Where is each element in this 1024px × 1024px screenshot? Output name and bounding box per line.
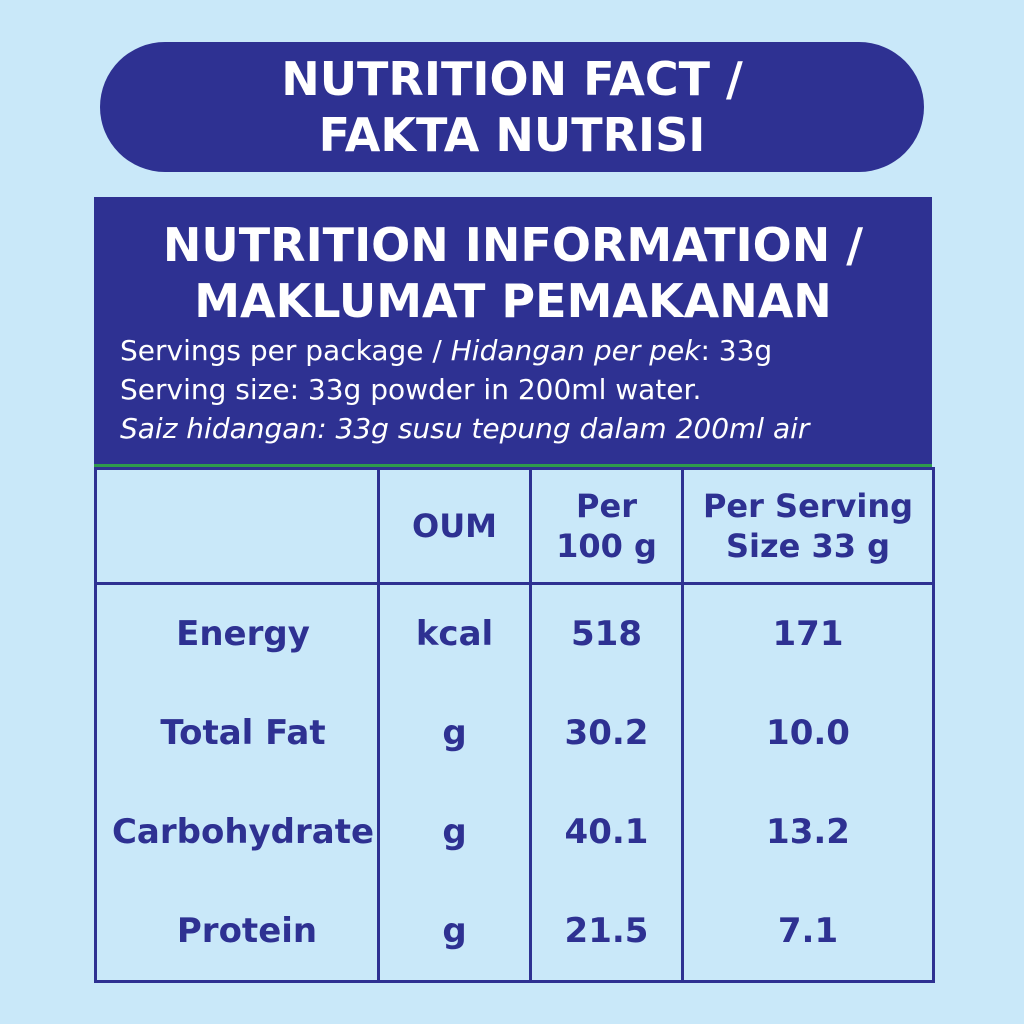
servings-prefix: Servings per package / <box>120 334 451 367</box>
servings-per-package: Servings per package / Hidangan per pek:… <box>120 331 932 370</box>
nutrition-table: OUM Per 100 g Per Serving Size 33 g Ener… <box>94 466 935 984</box>
serving-info: Servings per package / Hidangan per pek:… <box>94 329 932 448</box>
nutrition-info-panel: NUTRITION INFORMATION / MAKLUMAT PEMAKAN… <box>94 197 932 467</box>
nutrient-per-100g: 30.2 <box>529 683 684 783</box>
serving-size: Serving size: 33g powder in 200ml water. <box>120 373 702 406</box>
header-per-100g-line2: 100 g <box>556 527 657 565</box>
table-row: Carbohydrate g 40.1 13.2 <box>94 782 935 882</box>
header-name-cell <box>94 466 380 586</box>
header-title-line1: NUTRITION FACT / <box>281 52 743 106</box>
header-per-100g-line1: Per <box>576 487 637 525</box>
header-per-serving-line1: Per Serving <box>702 487 914 525</box>
panel-title: NUTRITION INFORMATION / MAKLUMAT PEMAKAN… <box>94 197 932 329</box>
nutrient-unit: g <box>377 881 532 984</box>
nutrient-unit: g <box>377 782 532 882</box>
header-per-100g: Per 100 g <box>529 466 684 586</box>
header-banner: NUTRITION FACT / FAKTA NUTRISI <box>100 42 924 172</box>
header-per-serving: Per Serving Size 33 g <box>681 466 935 586</box>
nutrient-per-100g: 518 <box>529 582 684 684</box>
header-title-line2: FAKTA NUTRISI <box>318 108 706 162</box>
table-row: Protein g 21.5 7.1 <box>94 881 935 984</box>
nutrient-per-serving: 13.2 <box>681 782 935 882</box>
nutrient-per-serving: 10.0 <box>681 683 935 783</box>
panel-title-line1: NUTRITION INFORMATION / <box>162 218 864 272</box>
nutrient-name: Carbohydrate <box>94 782 380 882</box>
nutrient-per-serving: 7.1 <box>681 881 935 984</box>
nutrient-per-100g: 40.1 <box>529 782 684 882</box>
header-per-serving-line2: Size 33 g <box>725 527 891 565</box>
nutrient-name: Protein <box>94 881 380 984</box>
panel-title-line2: MAKLUMAT PEMAKANAN <box>194 274 832 328</box>
servings-italic: Hidangan per pek <box>450 334 701 367</box>
nutrient-per-100g: 21.5 <box>529 881 684 984</box>
nutrient-per-serving: 171 <box>681 582 935 684</box>
nutrient-name: Energy <box>94 582 380 684</box>
table-row: Energy kcal 518 171 <box>94 582 935 684</box>
nutrient-unit: g <box>377 683 532 783</box>
table-header-row: OUM Per 100 g Per Serving Size 33 g <box>94 466 935 586</box>
nutrient-name: Total Fat <box>94 683 380 783</box>
header-oum: OUM <box>377 466 532 586</box>
servings-suffix: : 33g <box>700 334 773 367</box>
nutrient-unit: kcal <box>377 582 532 684</box>
table-row: Total Fat g 30.2 10.0 <box>94 683 935 783</box>
serving-size-malay: Saiz hidangan: 33g susu tepung dalam 200… <box>120 412 810 445</box>
